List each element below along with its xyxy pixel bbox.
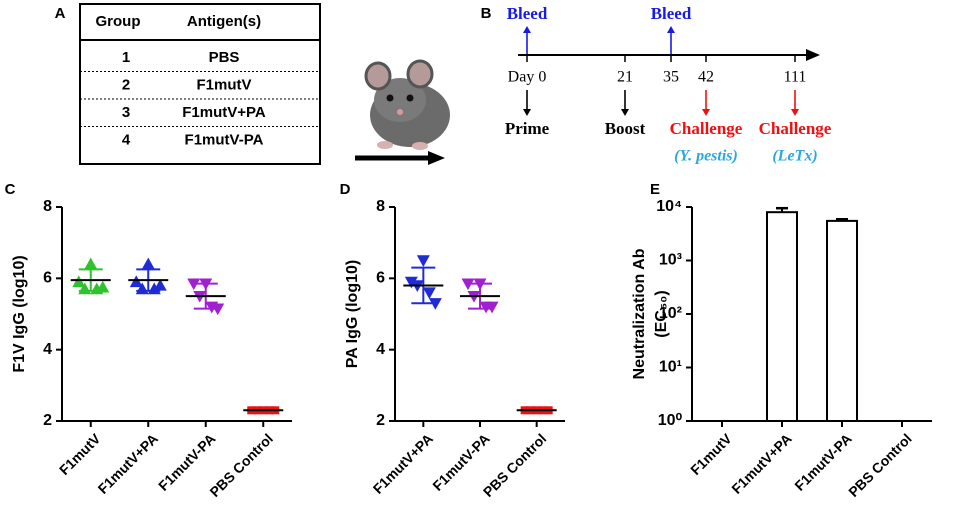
day-label: 35 bbox=[663, 69, 679, 86]
x-tick-label: F1mutV bbox=[56, 430, 104, 478]
bar bbox=[826, 219, 858, 422]
timeline-arrowhead bbox=[806, 49, 820, 61]
y-tick-label: 2 bbox=[376, 412, 385, 429]
day-label: Day 0 bbox=[508, 69, 547, 86]
arrowhead bbox=[523, 109, 531, 116]
panel-label: A bbox=[55, 5, 66, 22]
x-tick-label: F1mutV+PA bbox=[370, 430, 436, 496]
day-label: 42 bbox=[698, 69, 714, 86]
x-tick-label: F1mutV+PA bbox=[728, 430, 794, 496]
event-label: Prime bbox=[505, 119, 550, 138]
event-label: Boost bbox=[605, 119, 646, 138]
arrowhead bbox=[621, 109, 629, 116]
data-point bbox=[153, 278, 167, 291]
y-axis-label: F1V IgG (log10) bbox=[11, 255, 28, 372]
y-tick-label: 10³ bbox=[659, 252, 682, 269]
arrow bbox=[355, 151, 445, 165]
y-tick-label: 8 bbox=[43, 198, 52, 215]
x-tick-label: F1mutV-PA bbox=[155, 430, 218, 493]
y-tick-label: 6 bbox=[376, 270, 385, 287]
table-cell: F1mutV+PA bbox=[182, 104, 266, 121]
arrowhead bbox=[702, 109, 710, 116]
data-point bbox=[422, 287, 436, 300]
table-header: Antigen(s) bbox=[187, 13, 261, 30]
table-cell: 4 bbox=[122, 131, 131, 148]
day-label: 111 bbox=[784, 69, 807, 86]
y-tick-label: 8 bbox=[376, 198, 385, 215]
agent-label: (LeTx) bbox=[772, 148, 817, 165]
arrowhead bbox=[667, 26, 675, 33]
event-label: Challenge bbox=[759, 119, 832, 138]
mouse-illustration bbox=[364, 59, 450, 150]
table-cell: 3 bbox=[122, 104, 130, 121]
y-axis-label: PA IgG (log10) bbox=[344, 260, 361, 368]
data-point bbox=[72, 275, 86, 288]
y-tick-label: 6 bbox=[43, 270, 52, 287]
agent-label: (Y. pestis) bbox=[674, 148, 738, 165]
y-tick-label: 10⁰ bbox=[658, 412, 683, 429]
table-cell: F1mutV bbox=[196, 76, 251, 93]
arrowhead bbox=[523, 26, 531, 33]
table-cell: PBS bbox=[209, 49, 240, 66]
y-tick-label: 10² bbox=[659, 305, 682, 322]
day-label: 21 bbox=[617, 69, 633, 86]
y-tick-label: 4 bbox=[43, 341, 52, 358]
y-tick-label: 10¹ bbox=[659, 359, 682, 376]
arrowhead bbox=[791, 109, 799, 116]
table-cell: F1mutV-PA bbox=[185, 131, 264, 148]
y-axis-label: Neutralization Ab bbox=[631, 248, 648, 379]
y-tick-label: 4 bbox=[376, 341, 385, 358]
data-point bbox=[96, 280, 110, 293]
data-point bbox=[141, 257, 155, 270]
x-tick-label: F1mutV+PA bbox=[95, 430, 161, 496]
data-point bbox=[485, 301, 499, 314]
bleed-label: Bleed bbox=[507, 4, 548, 23]
table-cell: 2 bbox=[122, 76, 130, 93]
panel-label: D bbox=[340, 181, 351, 198]
data-point bbox=[129, 275, 143, 288]
x-tick-label: F1mutV-PA bbox=[791, 430, 854, 493]
table-header: Group bbox=[96, 13, 141, 30]
data-point bbox=[416, 255, 430, 267]
event-label: Challenge bbox=[670, 119, 743, 138]
y-tick-label: 10⁴ bbox=[656, 198, 682, 215]
bleed-label: Bleed bbox=[651, 4, 692, 23]
panel-label: E bbox=[650, 181, 660, 198]
bar bbox=[766, 211, 798, 422]
y-axis-label: (EC₅₀) bbox=[653, 290, 670, 337]
x-tick-label: F1mutV bbox=[687, 430, 735, 478]
x-tick-label: PBS Control bbox=[845, 430, 915, 500]
data-point bbox=[404, 276, 418, 289]
table-cell: 1 bbox=[122, 49, 130, 66]
table-border bbox=[79, 3, 321, 165]
y-tick-label: 2 bbox=[43, 412, 52, 429]
panel-label: B bbox=[481, 5, 492, 22]
panel-label: C bbox=[5, 181, 16, 198]
data-point bbox=[84, 257, 98, 270]
